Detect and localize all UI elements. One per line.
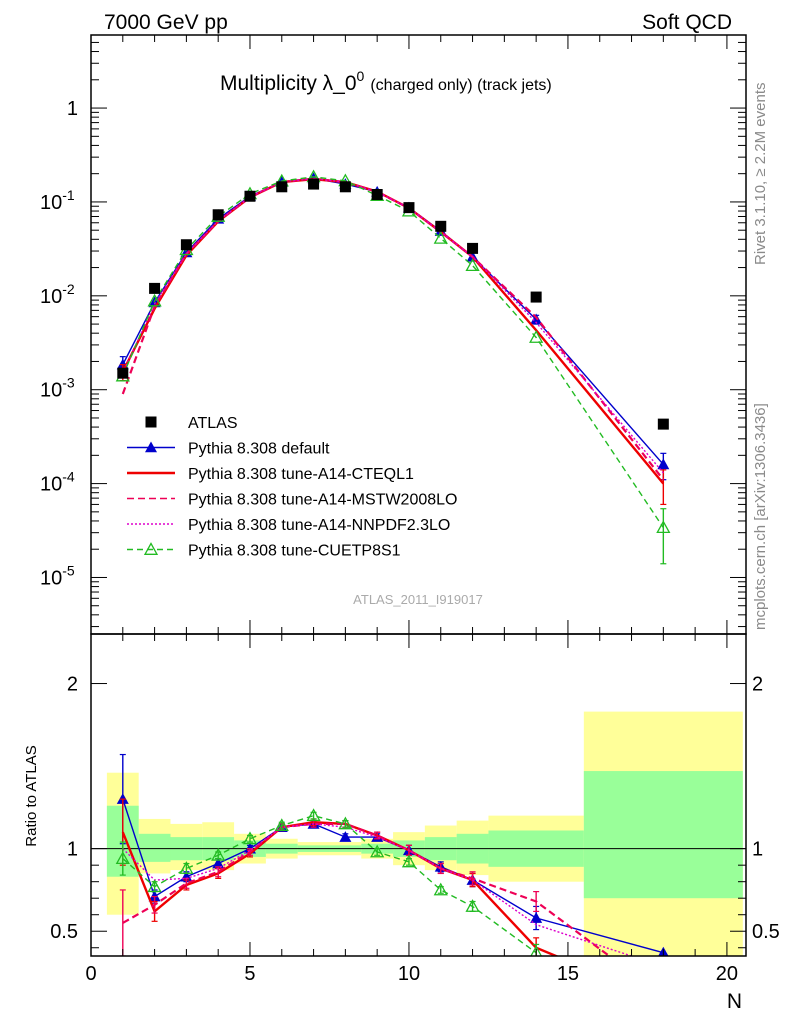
x-axis-label: N: [727, 990, 742, 1013]
x-tick-label: 20: [716, 963, 738, 985]
ratio-point-cuetp8s1: [433, 882, 448, 896]
main-line-cuetp8s1: [122, 176, 664, 528]
ratio-ytick-label-left: 0.5: [50, 921, 78, 943]
main-series-default: [116, 172, 670, 481]
main-series-data: [117, 178, 669, 430]
ratio-ytick-label-right: 2: [752, 674, 763, 696]
main-point-cuetp8s1: [465, 258, 480, 272]
ratio-ytick-label-left: 1: [67, 839, 78, 861]
ratio-series-nnpdf: [122, 823, 632, 956]
main-point-data: [276, 181, 288, 193]
ratio-point-default: [339, 831, 352, 842]
ratio-point-cuetp8s1: [211, 847, 226, 861]
mcplots-label: mcplots.cern.ch [arXiv:1306.3436]: [752, 403, 769, 630]
ratio-point-cuetp8s1: [370, 844, 385, 858]
ratio-series-cuetp8s1: [115, 808, 543, 956]
main-point-data: [212, 209, 224, 221]
ratio-point-cuetp8s1: [179, 861, 194, 874]
main-point-data: [467, 242, 479, 254]
ratio-point-default: [530, 912, 543, 923]
main-panel: 1 10-1 10-2 10-3 10-4 10-5: [40, 34, 747, 635]
main-point-data: [657, 418, 669, 430]
ratio-ylabel: Ratio to ATLAS: [23, 745, 40, 846]
rivet-label: Rivet 3.1.10, ≥ 2.2M events: [752, 83, 769, 266]
legend-label-cuetp8s1: Pythia 8.308 tune-CUETP8S1: [188, 543, 401, 560]
main-point-data: [244, 190, 256, 202]
ratio-point-default: [212, 857, 225, 869]
ratio-point-cuetp8s1: [401, 854, 417, 868]
main-point-cuetp8s1: [529, 330, 544, 343]
ratio-line-mstw: [122, 822, 610, 956]
ratio-point-cuetp8s1: [274, 818, 289, 831]
main-point-data: [403, 202, 415, 214]
legend-marker-default: [145, 441, 157, 453]
ratio-point-cuetp8s1: [115, 851, 130, 865]
main-ytick-label: 10-3: [40, 375, 75, 402]
main-point-cuetp8s1: [433, 230, 448, 244]
main-line-cteql1: [121, 177, 665, 485]
legend-label-cteql1: Pythia 8.308 tune-A14-CTEQL1: [188, 466, 414, 483]
main-ytick-label: 10-4: [40, 469, 75, 496]
main-series-nnpdf: [122, 177, 664, 474]
main-point-data: [308, 178, 320, 190]
x-tick-label: 5: [244, 963, 255, 985]
main-ytick-label: 10-5: [40, 562, 75, 589]
ratio-ytick-label-right: 1: [752, 839, 763, 861]
main-point-cuetp8s1: [147, 293, 162, 307]
plot-title: Multiplicity λ_00(charged only) (track j…: [220, 68, 552, 95]
ratio-ytick-label-left: 2: [67, 674, 78, 696]
main-ytick-label: 10-1: [40, 187, 75, 214]
ratio-point-cuetp8s1: [306, 808, 321, 822]
main-point-default: [657, 458, 670, 470]
main-line-mstw: [121, 177, 665, 481]
ratio-line-nnpdf: [122, 823, 632, 956]
legend-label-nnpdf: Pythia 8.308 tune-A14-NNPDF2.3LO: [188, 517, 450, 534]
main-ytick-label: 10-2: [40, 281, 75, 308]
process-label: Soft QCD: [642, 11, 732, 34]
ratio-point-cuetp8s1: [465, 899, 480, 912]
main-point-data: [530, 291, 542, 303]
ratio-point-cuetp8s1: [338, 816, 353, 830]
x-tick-label: 15: [557, 963, 579, 985]
main-point-cuetp8s1: [656, 520, 671, 534]
main-point-data: [435, 220, 447, 232]
legend-label-data: ATLAS: [188, 415, 238, 432]
ratio-point-default: [116, 793, 129, 804]
x-tick-label: 10: [398, 963, 420, 985]
analysis-tag: ATLAS_2011_I919017: [353, 592, 483, 607]
uncertainty-bands: [106, 711, 743, 956]
ratio-point-cuetp8s1: [147, 879, 162, 893]
main-point-data: [117, 367, 129, 379]
legend-marker-cuetp8s1: [143, 542, 159, 555]
band-green: [138, 833, 171, 862]
legend-label-mstw: Pythia 8.308 tune-A14-MSTW2008LO: [188, 492, 457, 509]
ratio-frame-border: [90, 633, 747, 957]
main-point-data: [339, 181, 351, 193]
ratio-point-cuetp8s1: [242, 831, 258, 845]
beam-label: 7000 GeV pp: [104, 11, 228, 34]
main-line-nnpdf: [122, 177, 664, 474]
legend: ATLAS Pythia 8.308 default Pythia 8.308 tu…: [127, 415, 457, 560]
main-point-data: [371, 189, 383, 201]
ratio-point-cuetp8s1: [530, 945, 543, 956]
ratio-panel: 0 5 10 15 20 0.5 0.5 1 1 2 2: [50, 633, 780, 985]
main-ytick-label: 1: [67, 98, 78, 120]
band-green: [583, 771, 743, 899]
main-point-data: [180, 239, 192, 251]
ratio-ytick-label-right: 0.5: [752, 921, 780, 943]
main-point-data: [149, 282, 161, 294]
x-tick-label: 0: [85, 963, 96, 985]
legend-marker-data: [145, 416, 157, 428]
legend-label-default: Pythia 8.308 default: [188, 441, 330, 458]
main-series-mstw: [121, 177, 665, 481]
